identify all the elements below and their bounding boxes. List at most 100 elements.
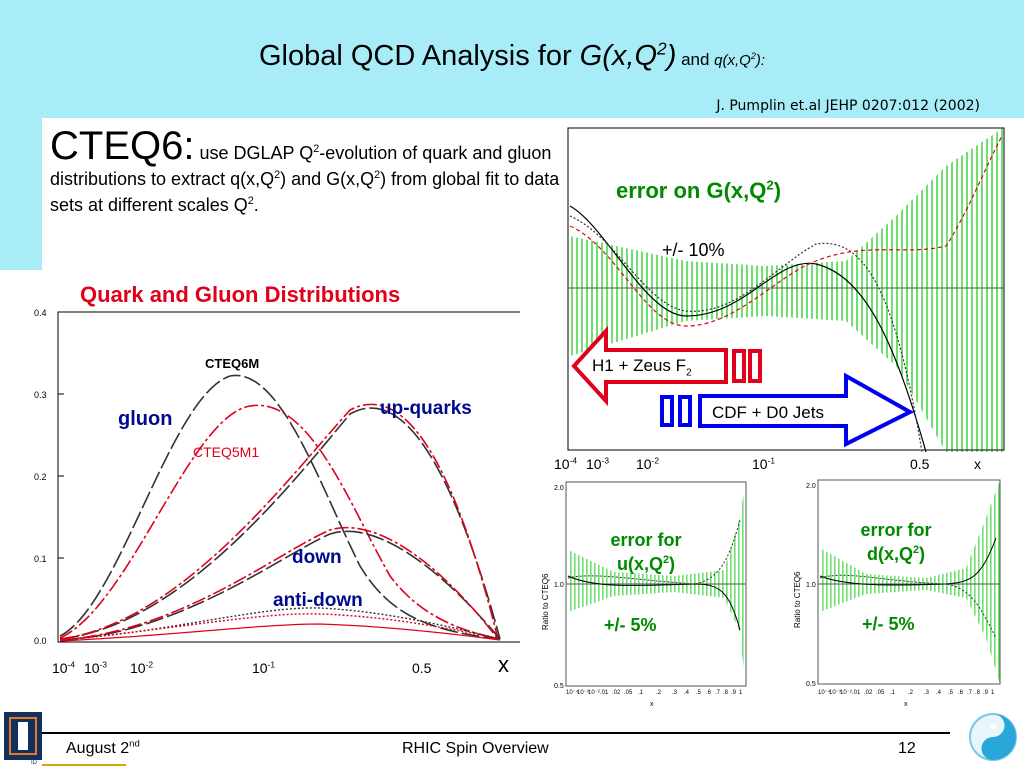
uerr-ytick-0: 2.0 [554, 485, 564, 492]
reference-citation: J. Pumplin et.al JEHP 0207:012 (2002) [716, 98, 980, 114]
svg-text:.1: .1 [638, 690, 644, 696]
qg-antidown-extra [59, 623, 501, 642]
svg-text:.02: .02 [612, 690, 621, 696]
qg-label-gluon: gluon [118, 408, 173, 430]
logo-text: ID [31, 760, 38, 766]
qg-antidown-cteq5m1 [59, 613, 501, 641]
title-main: Global QCD Analysis for [258, 40, 580, 72]
qg-plot-frame [57, 311, 520, 643]
gerr-h1-label: H1 + Zeus F2 [592, 356, 692, 379]
qg-xtick-4: 0.5 [412, 660, 432, 676]
qg-label-cteq6m: CTEQ6M [205, 356, 260, 371]
qg-antidown-cteq6m [59, 607, 501, 641]
uerr-ylabel: Ratio to CTEQ6 [541, 573, 550, 630]
uerr-ytick-2: 0.5 [554, 683, 564, 690]
qg-plot: 0.4 0.3 0.2 0.1 0.0 [34, 308, 520, 646]
title-and: and [676, 50, 715, 69]
title-q: q(x,Q2): [714, 51, 766, 70]
intro-lead: CTEQ6: [50, 124, 195, 168]
svg-text:.01: .01 [600, 690, 609, 696]
gerr-xtick-2: 10-2 [636, 455, 660, 472]
uerr-ytick-1: 1.0 [554, 582, 564, 589]
gerr-xtick-1: 10-3 [586, 455, 610, 472]
gerr-band-label: +/- 10% [662, 240, 725, 260]
gerr-cdf-arrow [698, 372, 915, 448]
intro-text: CTEQ6: use DGLAP Q2-evolution of quark a… [50, 124, 560, 215]
qg-up-cteq6m [59, 407, 501, 640]
svg-text:10⁻²: 10⁻² [840, 690, 852, 696]
svg-text:.3: .3 [672, 690, 678, 696]
svg-text:.6: .6 [958, 690, 964, 696]
left-accent-strip [0, 118, 42, 270]
svg-text:10⁻⁴: 10⁻⁴ [818, 689, 831, 696]
footer-date: August 2nd [66, 738, 140, 757]
qg-xtick-0: 10-4 [52, 659, 76, 676]
qg-label-cteq5m1: CTEQ5M1 [193, 444, 260, 460]
uerr-band-label: +/- 5% [604, 615, 657, 635]
gerr-title: error on G(x,Q2) [616, 177, 782, 203]
footer-divider [40, 732, 950, 734]
svg-text:.8: .8 [723, 690, 729, 696]
svg-text:.9: .9 [731, 690, 737, 696]
svg-text:.4: .4 [684, 690, 690, 696]
svg-text:.7: .7 [967, 690, 973, 696]
qg-xlabel: x [498, 652, 509, 677]
svg-text:.05: .05 [876, 690, 885, 696]
page-number: 12 [898, 740, 916, 757]
gerr-plot-frame [567, 127, 1005, 451]
svg-text:.4: .4 [936, 690, 942, 696]
derr-xlabel: x [904, 701, 908, 708]
derr-error-band [820, 480, 1000, 684]
derr-ylabel: Ratio to CTEQ6 [793, 571, 802, 628]
university-logo-icon: ID [4, 712, 42, 766]
gerr-curve-solid [569, 205, 927, 452]
gerr-plot [567, 126, 1006, 452]
gerr-cdf-label: CDF + D0 Jets [712, 403, 824, 422]
svg-text:.01: .01 [852, 690, 861, 696]
qg-label-antidown: anti-down [273, 590, 363, 611]
svg-text:.2: .2 [908, 690, 914, 696]
header-band [0, 0, 1024, 118]
qg-ytick-1: 0.3 [34, 390, 47, 400]
svg-text:.6: .6 [706, 690, 712, 696]
derr-ytick-2: 0.5 [806, 681, 816, 688]
qg-gluon-cteq6m [59, 374, 501, 640]
qg-xtick-1: 10-3 [84, 659, 108, 676]
svg-text:.8: .8 [975, 690, 981, 696]
svg-text:1: 1 [991, 690, 995, 696]
derr-title: error for d(x,Q2) [860, 520, 932, 564]
uerr-title: error for u(x,Q2) [610, 530, 682, 574]
gerr-curve-red [569, 135, 1003, 327]
derr-ytick-0: 2.0 [806, 483, 816, 490]
gerr-error-band [570, 126, 1006, 452]
qg-label-up: up-quarks [380, 398, 472, 419]
svg-text:1: 1 [739, 690, 743, 696]
gerr-curve-dotted [569, 215, 923, 452]
uerr-plot: Ratio to CTEQ6 2.0 1.0 0.5 10⁻⁴ 10⁻³ 10⁻… [541, 481, 747, 708]
gerr-xtick-0: 10-4 [554, 455, 578, 472]
svg-text:.5: .5 [696, 690, 702, 696]
svg-text:.1: .1 [890, 690, 896, 696]
derr-plot: Ratio to CTEQ6 2.0 1.0 0.5 10⁻⁴ 10⁻³ 10⁻… [793, 479, 1001, 708]
spin-logo-icon [969, 713, 1017, 761]
derr-frame [817, 479, 1001, 685]
svg-text:.9: .9 [983, 690, 989, 696]
footer-center: RHIC Spin Overview [402, 740, 549, 757]
gerr-xtick-5: x [974, 456, 981, 472]
derr-band-label: +/- 5% [862, 614, 915, 634]
derr-ytick-1: 1.0 [806, 582, 816, 589]
svg-text:.2: .2 [656, 690, 662, 696]
qg-down-cteq6m [59, 530, 501, 641]
svg-text:.02: .02 [864, 690, 873, 696]
svg-text:10⁻³: 10⁻³ [829, 690, 841, 696]
footer-accent-line [42, 764, 126, 766]
slide-title: Global QCD Analysis for G(x,Q2) and q(x,… [0, 40, 1024, 73]
qg-down-cteq5m1 [59, 526, 499, 641]
qg-ytick-0: 0.4 [34, 308, 47, 318]
title-g: G(x,Q2) [579, 38, 677, 72]
gerr-h1-arrow [571, 325, 728, 407]
svg-text:.5: .5 [948, 690, 954, 696]
qg-ytick-4: 0.0 [34, 636, 47, 646]
qg-xtick-2: 10-2 [130, 659, 154, 676]
qg-xtick-3: 10-1 [252, 659, 276, 676]
